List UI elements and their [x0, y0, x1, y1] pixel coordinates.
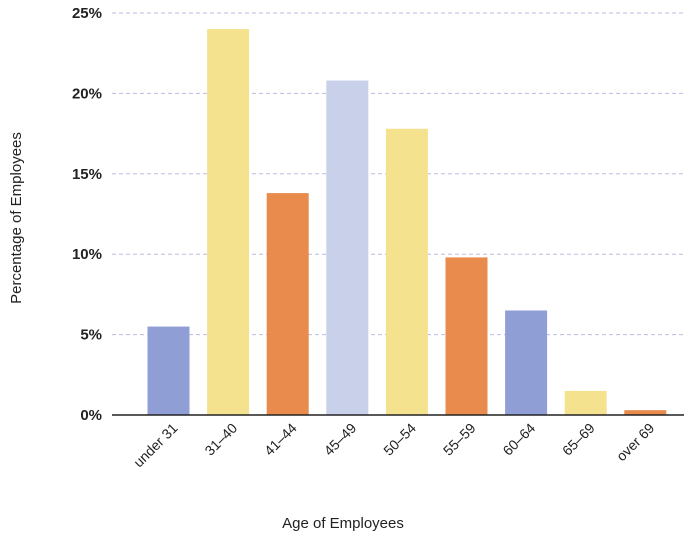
bar — [564, 390, 607, 415]
y-tick-label: 15% — [72, 166, 102, 183]
x-tick-label: 55–59 — [440, 420, 479, 459]
x-tick-label: over 69 — [613, 420, 657, 464]
y-tick-label: 20% — [72, 85, 102, 102]
bar — [326, 80, 369, 415]
bars — [147, 29, 667, 416]
y-tick-labels: 0% 5% 10% 15% 20% 25% — [72, 5, 102, 424]
x-tick-labels: under 31 31–40 41–44 45–49 50–54 55–59 60–64 65… — [130, 420, 657, 471]
y-tick-label: 5% — [80, 327, 102, 344]
x-tick-label: 41–44 — [261, 420, 300, 459]
bar — [445, 257, 488, 415]
bar — [505, 310, 548, 415]
x-tick-label: 50–54 — [380, 420, 419, 459]
bar — [385, 128, 428, 415]
bar — [147, 326, 190, 415]
bar — [266, 193, 309, 415]
x-axis-title: Age of Employees — [282, 515, 404, 532]
x-tick-label: 60–64 — [499, 420, 538, 459]
x-tick-label: 45–49 — [321, 420, 360, 459]
bar — [624, 410, 667, 415]
x-tick-label: 31–40 — [201, 420, 240, 459]
gridlines — [112, 12, 684, 336]
bar — [207, 29, 250, 416]
x-tick-label: under 31 — [130, 420, 181, 471]
y-tick-label: 10% — [72, 246, 102, 263]
y-tick-label: 25% — [72, 5, 102, 22]
y-tick-label: 0% — [80, 407, 102, 424]
y-axis-title: Percentage of Employees — [8, 132, 25, 304]
x-tick-label: 65–69 — [559, 420, 598, 459]
